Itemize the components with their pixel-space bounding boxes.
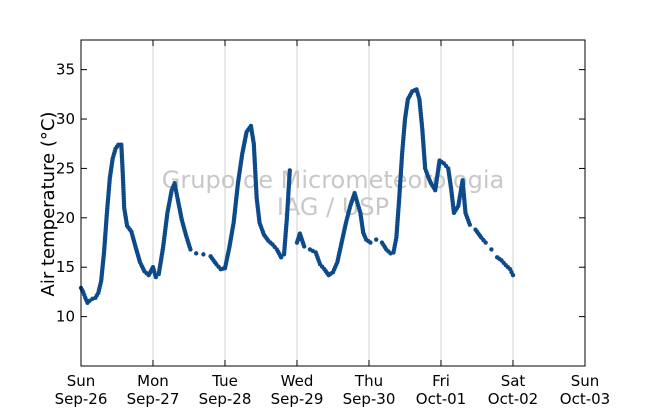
plot-frame [80,39,586,367]
y-tick-label: 10 [56,308,75,326]
data-point [194,251,199,256]
data-point [188,247,193,252]
x-tick-label-date: Sep-29 [271,390,324,408]
x-tick-label-date: Oct-03 [560,390,610,408]
data-point [467,222,472,227]
x-tick-label-date: Oct-01 [416,390,466,408]
x-tick-label-day: Tue [211,372,238,390]
data-point [302,244,307,249]
data-point [489,247,494,252]
x-tick-label-day: Sun [67,372,96,390]
data-point [368,240,373,245]
x-tick-label-day: Fri [432,372,450,390]
data-point [483,240,488,245]
vertical-gridlines [152,40,514,366]
y-axis-label: Air temperature (°C) [38,112,59,297]
y-tick-label: 35 [56,61,75,79]
data-point [201,252,206,257]
data-points [78,87,516,305]
x-tick-label-date: Sep-28 [199,390,252,408]
y-tick-label: 30 [56,110,75,128]
y-tick-label: 15 [56,258,75,276]
x-tick-label-day: Sat [501,372,526,390]
x-tick-label-day: Thu [354,372,383,390]
x-axis-ticks: SunSep-26MonSep-27TueSep-28WedSep-29ThuS… [55,40,610,408]
watermark-line-2: IAG / USP [277,193,389,221]
y-axis-ticks: 10 15 20 25 30 35 [56,61,585,326]
data-point [287,168,292,173]
data-point [153,274,159,280]
y-tick-label: 25 [56,159,75,177]
data-point [374,237,379,242]
x-tick-label-day: Mon [137,372,169,390]
data-point [510,272,516,278]
data-point [278,255,284,260]
x-tick-label-date: Sep-30 [343,390,396,408]
watermark: Grupo de Micrometeorologia IAG / USP [162,166,504,221]
y-tick-label: 20 [56,209,75,227]
x-tick-label-day: Sun [571,372,600,390]
x-tick-label-date: Sep-27 [127,390,180,408]
x-tick-label-day: Wed [281,372,314,390]
x-tick-label-date: Oct-02 [488,390,538,408]
x-tick-label-date: Sep-26 [55,390,108,408]
